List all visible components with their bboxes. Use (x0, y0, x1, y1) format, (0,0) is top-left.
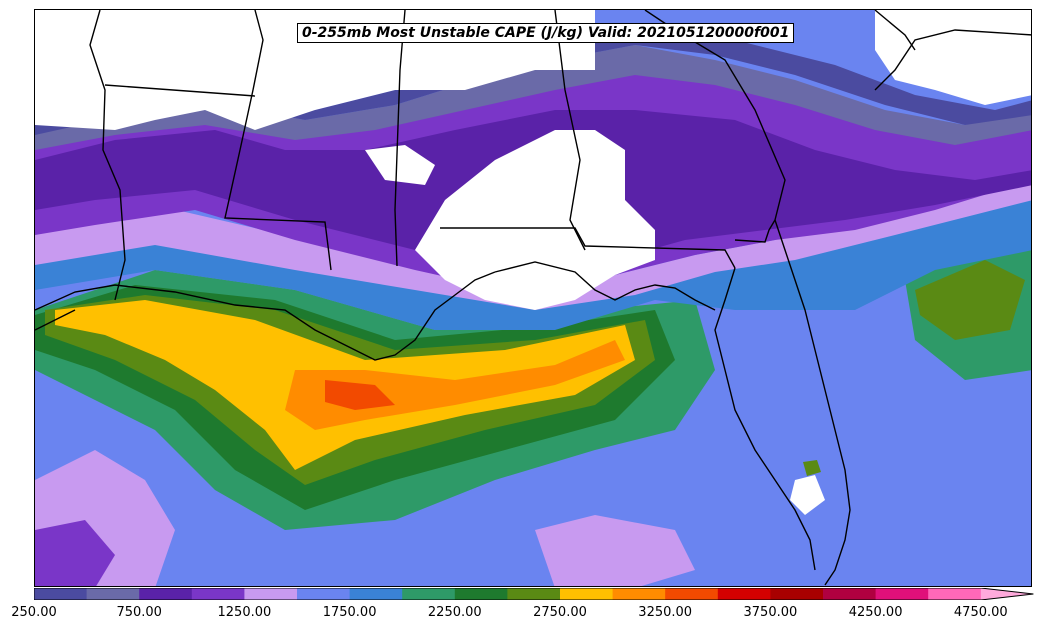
field-lilac-south (535, 515, 695, 586)
field-olive-east (915, 260, 1025, 340)
map-title: 0-255mb Most Unstable CAPE (J/kg) Valid:… (297, 23, 795, 43)
map-panel: 0-255mb Most Unstable CAPE (J/kg) Valid:… (34, 9, 1032, 587)
state-border-georgia-florida (734, 219, 776, 243)
cape-contour-map (35, 10, 1031, 586)
colorbar (34, 588, 1034, 600)
colorbar-tick-label: 2750.00 (533, 605, 587, 620)
colorbar-segment (875, 588, 929, 600)
coast-gulf-florida (714, 267, 816, 571)
colorbar-segment (454, 588, 508, 600)
colorbar-segment (612, 588, 666, 600)
colorbar-tick-labels: 250.00 750.00 1250.00 1750.00 2250.00 2750.00… (0, 605, 1042, 625)
field-blue-coastal (35, 190, 1031, 330)
colorbar-tick-label: 1750.00 (322, 605, 377, 620)
colorbar-tick-label: 2250.00 (427, 605, 482, 620)
field-white-alabama (415, 130, 655, 310)
state-border-alabama-florida (440, 227, 736, 269)
colorbar-segment (191, 588, 245, 600)
state-border-alabama-georgia (554, 10, 586, 251)
colorbar-segment (139, 588, 193, 600)
colorbar-tick-label: 250.00 (11, 605, 57, 620)
coast-sc (874, 29, 1031, 91)
field-purple-southwest (35, 520, 115, 586)
colorbar-tick-label: 4250.00 (848, 605, 903, 620)
colorbar-segment (86, 588, 140, 600)
colorbar-segment (665, 588, 719, 600)
colorbar-segment (770, 588, 824, 600)
field-white-ms (365, 145, 435, 185)
state-border-arkansas-louisiana (104, 84, 256, 97)
colorbar-segment (402, 588, 456, 600)
colorbar-segment (717, 588, 771, 600)
coast-louisiana (35, 271, 496, 361)
colorbar-segment (507, 588, 561, 600)
colorbar-segment (823, 588, 877, 600)
colorbar-segment (34, 588, 88, 600)
field-white-northeast (875, 10, 1031, 105)
colorbar-segment (349, 588, 403, 600)
field-slate-north (35, 45, 1031, 150)
coast-atlantic (774, 219, 851, 586)
colorbar-segment (980, 588, 1034, 600)
field-white-florida-1 (790, 475, 825, 515)
colorbar-tick-label: 4750.00 (953, 605, 1008, 620)
state-border-texas-louisiana (89, 10, 126, 301)
field-lilac-coastal (35, 170, 1031, 310)
colorbar-segment (560, 588, 614, 600)
state-border-louisiana-mississippi (224, 10, 332, 271)
field-olive-florida (803, 460, 821, 476)
field-red-core (325, 380, 395, 410)
colorbar-tick-label: 750.00 (116, 605, 162, 620)
colorbar-tick-label: 3750.00 (743, 605, 798, 620)
coast-panhandle (494, 261, 716, 311)
colorbar-segment (297, 588, 351, 600)
colorbar-segment (928, 588, 982, 600)
colorbar-tick-label: 3250.00 (638, 605, 693, 620)
colorbar-tick-label: 1250.00 (217, 605, 272, 620)
colorbar-segment (244, 588, 298, 600)
colorbar-outline (34, 588, 1034, 600)
coast-texas (35, 309, 76, 331)
